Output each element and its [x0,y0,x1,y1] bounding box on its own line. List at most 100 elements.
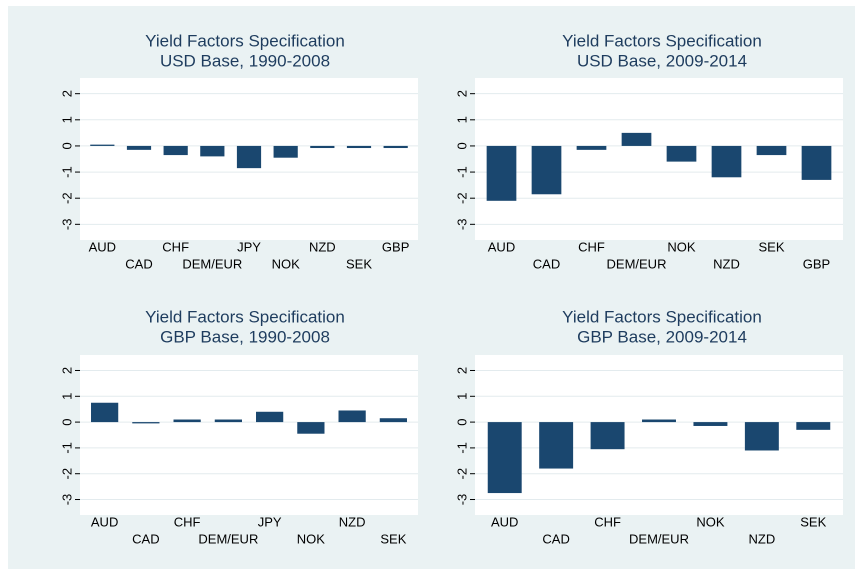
x-tick-label: JPY [258,514,282,529]
y-tick-label: -1 [454,442,469,454]
x-tick-label: AUD [89,239,116,254]
y-tick-label: 1 [59,393,74,400]
bar [256,411,284,423]
chart-subtitle: USD Base, 2009-2014 [577,51,747,70]
y-tick-label: 1 [454,116,469,123]
plot-area [475,355,843,515]
x-tick-label: NOK [696,514,725,529]
chart-title: Yield Factors Specification [145,31,345,50]
x-tick-label: DEM/EUR [182,256,242,271]
y-tick-label: -1 [59,166,74,178]
x-tick-label: NZD [309,239,336,254]
y-tick-label: 0 [59,142,74,149]
y-tick-label: 2 [454,90,469,97]
bar [132,422,160,424]
bar [338,410,366,423]
x-tick-label: DEM/EUR [629,531,689,546]
x-tick-label: CHF [578,239,605,254]
bar [236,145,262,169]
bar [590,422,625,450]
bar [90,144,115,146]
y-tick-label: 0 [454,142,469,149]
bar [126,145,152,150]
y-tick-label: -1 [59,442,74,454]
chart-subtitle: GBP Base, 2009-2014 [577,327,747,346]
bar [214,419,242,423]
bar [200,145,225,157]
x-tick-label: NOK [667,239,696,254]
y-tick-label: 0 [454,418,469,425]
bar [539,422,574,469]
chart-subtitle: USD Base, 1990-2008 [160,51,330,70]
bar [486,145,517,201]
x-tick-label: NOK [272,256,301,271]
x-tick-label: GBP [382,239,409,254]
bar [576,145,607,150]
bar [163,145,188,156]
x-tick-label: JPY [237,239,261,254]
bar [801,145,832,180]
x-tick-label: CHF [594,514,621,529]
y-tick-label: -1 [454,166,469,178]
y-tick-label: -3 [454,219,469,231]
chart-title: Yield Factors Specification [562,31,762,50]
y-tick-label: 2 [454,367,469,374]
bar [711,145,742,178]
x-tick-label: GBP [803,256,830,271]
bar [310,145,335,149]
x-tick-label: SEK [380,531,406,546]
plot-area [80,355,418,515]
bar [693,422,728,426]
x-tick-label: AUD [91,514,118,529]
bar [531,145,562,195]
x-tick-label: CHF [162,239,189,254]
x-tick-label: CAD [542,531,569,546]
y-tick-label: -2 [454,192,469,204]
y-tick-label: 2 [59,90,74,97]
y-tick-label: 1 [59,116,74,123]
chart-title: Yield Factors Specification [562,307,762,326]
y-tick-label: -2 [454,468,469,480]
x-tick-label: DEM/EUR [607,256,667,271]
plot-area [475,78,843,240]
chart-title: Yield Factors Specification [145,307,345,326]
bar [744,422,779,451]
x-tick-label: NZD [339,514,366,529]
y-tick-label: -3 [59,219,74,231]
bar [273,145,298,158]
x-tick-label: CAD [533,256,560,271]
y-tick-label: -3 [454,494,469,506]
bar [642,419,676,423]
bar [379,418,407,423]
bar [756,145,787,156]
x-tick-label: CAD [132,531,159,546]
x-tick-label: AUD [488,239,515,254]
chart-subtitle: GBP Base, 1990-2008 [160,327,330,346]
x-tick-label: AUD [491,514,518,529]
x-tick-label: DEM/EUR [198,531,258,546]
x-tick-label: NOK [297,531,326,546]
x-tick-label: CHF [174,514,201,529]
y-tick-label: -3 [59,494,74,506]
y-tick-label: 0 [59,418,74,425]
y-tick-label: -2 [59,192,74,204]
x-tick-label: NZD [713,256,740,271]
bar [346,145,372,149]
x-tick-label: NZD [748,531,775,546]
bar [91,402,119,423]
bar [796,422,831,430]
bar [621,132,652,146]
y-tick-label: 1 [454,393,469,400]
y-tick-label: -2 [59,468,74,480]
y-tick-label: 2 [59,367,74,374]
bar [383,145,408,149]
bar [297,422,325,434]
bar [666,145,697,162]
x-tick-label: SEK [346,256,372,271]
bar [173,419,201,423]
x-tick-label: CAD [125,256,152,271]
x-tick-label: SEK [758,239,784,254]
x-tick-label: SEK [800,514,826,529]
bar [487,422,522,494]
